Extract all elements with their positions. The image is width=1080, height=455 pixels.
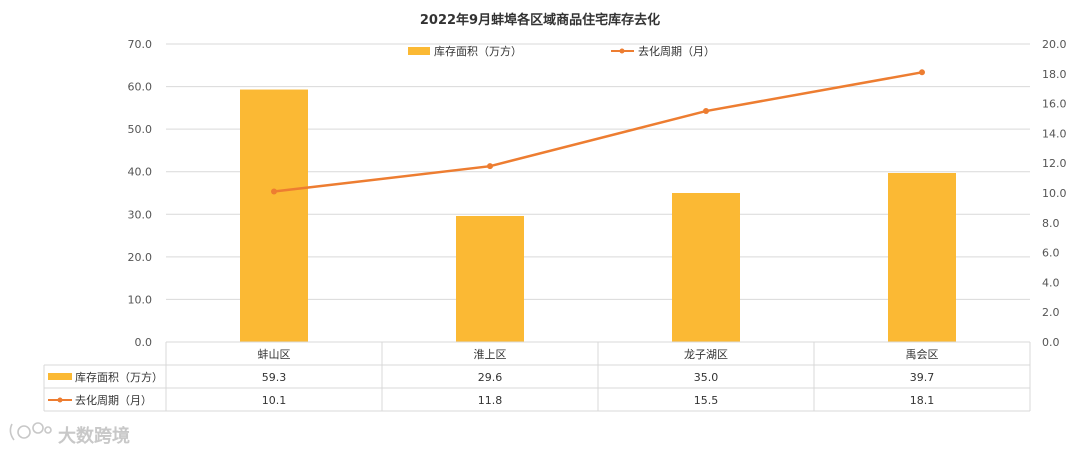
y-right-tick-label: 0.0	[1042, 336, 1060, 349]
watermark-logo-icon	[9, 422, 52, 441]
y-left-tick-label: 40.0	[128, 166, 153, 179]
y-right-tick-label: 14.0	[1042, 127, 1067, 140]
y-left-tick-label: 30.0	[128, 208, 153, 221]
legend: 库存面积（万方） 去化周期（月）	[408, 44, 715, 58]
line-point	[919, 69, 925, 76]
table-legend-line-marker	[57, 397, 63, 403]
y-axis-right: 0.0 2.0 4.0 6.0 8.0 10.0 12.0 14.0 16.0 18.0 20.0	[1042, 38, 1067, 349]
y-right-tick-label: 16.0	[1042, 98, 1067, 111]
table-cell: 15.5	[694, 394, 719, 407]
table-cell: 39.7	[910, 371, 935, 384]
legend-bar-swatch	[408, 47, 430, 55]
bar	[240, 89, 308, 343]
bar	[672, 193, 740, 342]
y-right-tick-label: 12.0	[1042, 157, 1067, 170]
y-right-tick-label: 6.0	[1042, 247, 1060, 260]
bar	[888, 172, 956, 342]
y-left-tick-label: 70.0	[128, 38, 153, 51]
x-category-label: 淮上区	[474, 348, 507, 361]
y-right-tick-label: 10.0	[1042, 187, 1067, 200]
y-right-tick-label: 20.0	[1042, 38, 1067, 51]
watermark-text: 大数跨境	[58, 425, 130, 447]
chart-title: 2022年9月蚌埠各区域商品住宅库存去化	[420, 12, 660, 28]
table-row-label: 去化周期（月）	[75, 393, 152, 407]
y-right-tick-label: 4.0	[1042, 276, 1060, 289]
watermark: 大数跨境	[9, 422, 130, 447]
table-cell: 29.6	[478, 371, 503, 384]
y-left-tick-label: 20.0	[128, 251, 153, 264]
table-cell: 35.0	[694, 371, 719, 384]
line-point	[487, 163, 493, 170]
y-right-tick-label: 2.0	[1042, 306, 1060, 319]
legend-bar-label: 库存面积（万方）	[434, 44, 522, 58]
legend-line-label: 去化周期（月）	[638, 44, 715, 58]
table-cell: 11.8	[478, 394, 503, 407]
x-category-label: 禹会区	[906, 348, 939, 361]
series-line	[273, 71, 923, 193]
line-point	[271, 188, 277, 195]
table-cell: 18.1	[910, 394, 935, 407]
table-cell: 10.1	[262, 394, 287, 407]
legend-line-marker	[619, 48, 625, 54]
y-axis-left: 0.0 10.0 20.0 30.0 40.0 50.0 60.0 70.0	[128, 38, 153, 349]
x-category-label: 龙子湖区	[684, 348, 728, 361]
bar-series	[240, 89, 956, 343]
line-series	[271, 69, 925, 195]
y-left-tick-label: 10.0	[128, 293, 153, 306]
y-right-tick-label: 18.0	[1042, 68, 1067, 81]
y-right-tick-label: 8.0	[1042, 217, 1060, 230]
table-legend-bar-swatch	[48, 373, 72, 380]
line-point	[703, 108, 709, 115]
table-row-label: 库存面积（万方）	[75, 370, 163, 384]
y-left-tick-label: 60.0	[128, 81, 153, 94]
table-cell: 59.3	[262, 371, 287, 384]
y-left-tick-label: 0.0	[135, 336, 153, 349]
x-category-label: 蚌山区	[258, 348, 291, 361]
bar	[456, 215, 524, 342]
y-left-tick-label: 50.0	[128, 123, 153, 136]
